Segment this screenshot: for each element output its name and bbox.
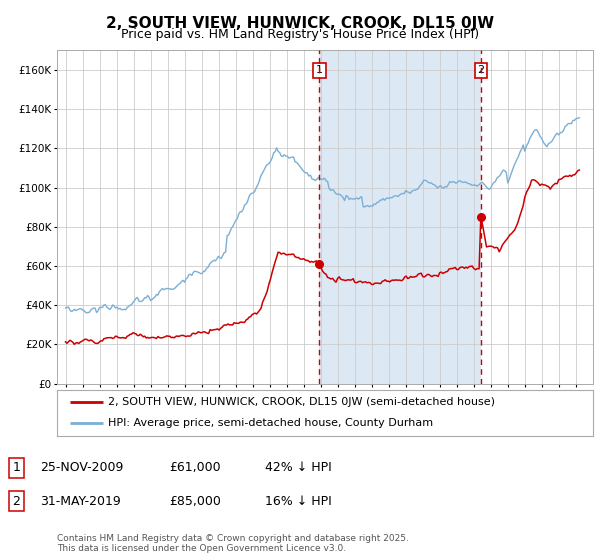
Text: 25-NOV-2009: 25-NOV-2009 [40, 461, 124, 474]
Text: Contains HM Land Registry data © Crown copyright and database right 2025.
This d: Contains HM Land Registry data © Crown c… [57, 534, 409, 553]
Text: Price paid vs. HM Land Registry's House Price Index (HPI): Price paid vs. HM Land Registry's House … [121, 28, 479, 41]
Text: £61,000: £61,000 [169, 461, 221, 474]
Text: 42% ↓ HPI: 42% ↓ HPI [265, 461, 332, 474]
Text: 2, SOUTH VIEW, HUNWICK, CROOK, DL15 0JW: 2, SOUTH VIEW, HUNWICK, CROOK, DL15 0JW [106, 16, 494, 31]
Text: 1: 1 [12, 461, 20, 474]
Text: 1: 1 [316, 66, 323, 76]
Bar [319, 50, 481, 384]
Text: HPI: Average price, semi-detached house, County Durham: HPI: Average price, semi-detached house,… [108, 418, 433, 428]
Text: 2: 2 [12, 494, 20, 508]
Text: 2, SOUTH VIEW, HUNWICK, CROOK, DL15 0JW (semi-detached house): 2, SOUTH VIEW, HUNWICK, CROOK, DL15 0JW … [108, 397, 495, 407]
Text: 16% ↓ HPI: 16% ↓ HPI [265, 494, 332, 508]
Text: 31-MAY-2019: 31-MAY-2019 [40, 494, 121, 508]
Text: £85,000: £85,000 [169, 494, 221, 508]
Text: 2: 2 [478, 66, 484, 76]
